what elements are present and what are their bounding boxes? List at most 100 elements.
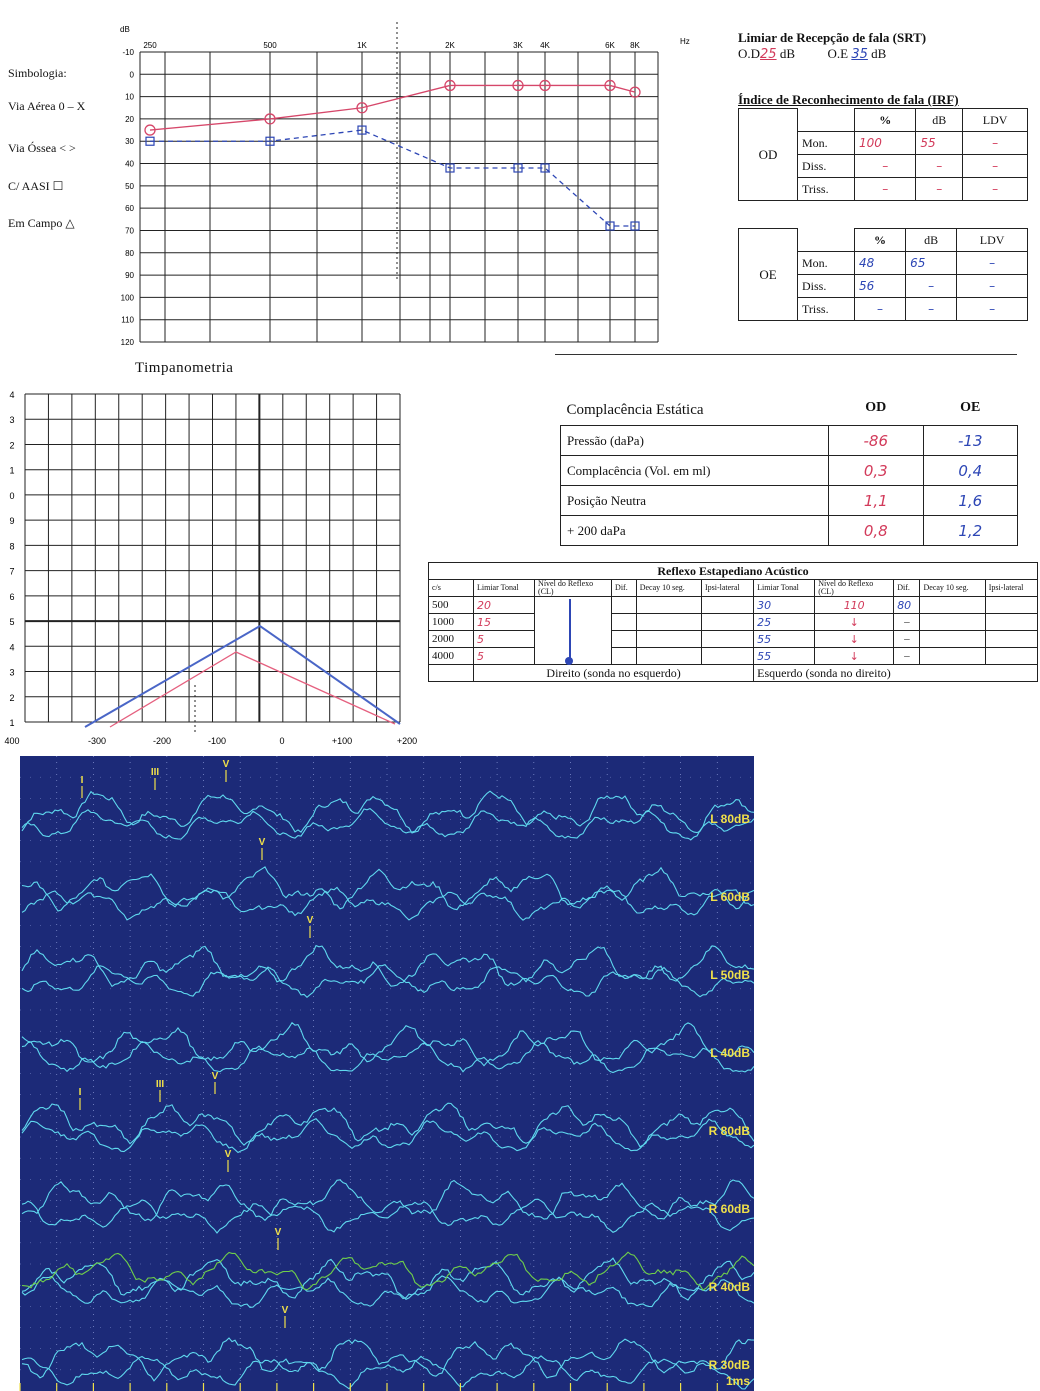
compliance-label: Posição Neutra (560, 485, 829, 516)
irf-row-label: Mon. (797, 251, 855, 275)
tymp-y-label: 0 (9, 491, 14, 501)
right-air-point (512, 79, 524, 92)
audiogram-db-label: -10 (122, 48, 134, 57)
audiogram-db-label: 60 (125, 204, 134, 213)
irf-col-ldv: LDV (956, 228, 1028, 252)
reflex-r-limiar: 5 (472, 630, 536, 648)
reflex-freq: 500 (428, 596, 474, 614)
abr-trace (21, 1355, 754, 1390)
abr-trace (21, 1257, 754, 1301)
abr-peak-label: I (79, 1087, 82, 1098)
abr-scale-label: 1ms (726, 1374, 750, 1388)
tymp-x-label: +100 (332, 736, 352, 746)
reflex-freq: 1000 (428, 613, 474, 631)
audiogram-db-label: 120 (121, 338, 135, 347)
compliance-od: 0,8 (828, 515, 924, 546)
reflex-l-arrow: ↓ (814, 613, 895, 631)
irf-cell: – (962, 177, 1028, 201)
audiogram-freq-label: 6K (605, 41, 615, 50)
audiogram-db-label: 40 (125, 160, 134, 169)
abr-peak-label: I (81, 775, 84, 786)
right-air-point (144, 124, 156, 136)
irf-oe-ear: OE (738, 228, 798, 321)
reflex-limiar-l: Limiar Tonal (753, 579, 816, 597)
left-bone-point (445, 163, 455, 173)
irf-col-db: dB (915, 108, 964, 132)
reflex-l-dif: – (893, 647, 921, 665)
abr-trace (21, 886, 754, 921)
left-bone-point (513, 163, 523, 173)
reflex-l-dif: 80 (893, 596, 921, 614)
tymp-y-label: 2 (9, 440, 14, 450)
reflex-title: Reflexo Estapediano Acústico (428, 562, 1038, 580)
reflex-nivel-l: Nível do Reflexo (CL) (814, 579, 895, 597)
compliance-row: Complacência (Vol. em ml) 0,3 0,4 (560, 455, 1018, 486)
irf-cell: – (956, 251, 1028, 275)
abr-trace (21, 1179, 754, 1222)
abr-left-margin (0, 756, 20, 1391)
irf-cell: – (956, 297, 1028, 321)
irf-cell: – (905, 274, 958, 298)
srt-od-label: O.D (738, 46, 761, 61)
audiogram-db-label: 0 (130, 70, 135, 79)
compliance-od: 1,1 (828, 485, 924, 516)
audiogram-db-label: 90 (125, 271, 134, 280)
audiogram-db-label: 100 (121, 293, 135, 302)
reflex-ipsi-r: Ipsi-lateral (700, 579, 755, 597)
audiogram-db-label: 10 (125, 93, 134, 102)
irf-col-ldv: LDV (962, 108, 1028, 132)
irf-cell: – (853, 177, 917, 201)
abr-trace (21, 790, 754, 834)
tymp-x-label: -100 (208, 736, 226, 746)
irf-cell: – (962, 154, 1028, 178)
tymp-y-label: 9 (9, 516, 14, 526)
tymp-x-label: 0 (279, 736, 284, 746)
irf-cell: 65 (905, 251, 958, 275)
reflex-dif-l: Dif. (893, 579, 921, 597)
compliance-col-od: OD (828, 390, 923, 426)
irf-cell: – (962, 131, 1028, 155)
compliance-oe: 0,4 (922, 455, 1018, 486)
reflex-l-limiar: 55 (753, 647, 816, 665)
reflex-l-arrow: ↓ (814, 647, 895, 665)
abr-trace (21, 866, 754, 912)
audiogram-db-label: 50 (125, 182, 134, 191)
abr-peak-label: III (156, 1079, 165, 1090)
left-bone-point (630, 221, 640, 231)
tymp-title: Timpanometria (135, 360, 234, 376)
abr-trace (21, 1102, 754, 1148)
left-bone-point (540, 163, 550, 173)
tymp-x-label: -300 (88, 736, 106, 746)
srt-oe-unit: dB (871, 46, 887, 61)
tymp-y-label: 4 (9, 642, 14, 652)
abr-trace (21, 1198, 754, 1234)
abr-row-label: R 60dB (709, 1202, 751, 1216)
abr-trace (21, 1337, 754, 1382)
audiogram-db-label: 20 (125, 115, 134, 124)
reflex-footer-left: Esquerdo (sonda no direito) (753, 664, 1038, 682)
abr-trace (21, 1118, 754, 1154)
tymp-od-curve (109, 651, 396, 728)
abr-row-label: L 40dB (710, 1046, 750, 1060)
reflex-l-arrow: ↓ (814, 630, 895, 648)
tymp-y-label: 3 (9, 668, 14, 678)
abr-row-label: R 40dB (709, 1280, 751, 1294)
srt-od-unit: dB (779, 46, 795, 61)
legend-field: Em Campo △ (8, 216, 75, 230)
abr-row-label: L 50dB (710, 968, 750, 982)
abr-peak-label: III (151, 767, 160, 778)
compliance-label: Complacência (Vol. em ml) (560, 455, 829, 486)
irf-row-label: Diss. (797, 154, 855, 178)
audiogram-db-label: 80 (125, 249, 134, 258)
irf-cell: – (915, 154, 964, 178)
reflex-nivel-r: Nível do Reflexo (CL) (534, 579, 613, 597)
reflex-r-arrow (534, 596, 613, 665)
reflex-l-limiar: 55 (753, 630, 816, 648)
irf-row-label: Triss. (797, 177, 855, 201)
left-bone-point (145, 136, 155, 146)
abr-trace (21, 1275, 754, 1308)
abr-peak-label: V (223, 759, 230, 770)
compliance-row: Pressão (daPa) -86 -13 (560, 425, 1018, 456)
right-air-line (149, 84, 636, 131)
abr-peak-label: V (307, 915, 314, 926)
